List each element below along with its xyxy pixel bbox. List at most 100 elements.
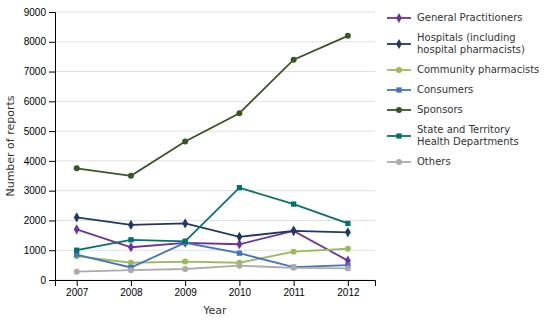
tick-mark <box>49 101 55 102</box>
point <box>74 212 80 222</box>
legend-marker <box>396 159 402 165</box>
series <box>74 212 351 242</box>
grid-line <box>55 131 375 132</box>
tick-label: 6000 <box>24 96 47 107</box>
grid-line <box>55 12 375 13</box>
tick-label: 2000 <box>24 215 47 226</box>
point <box>182 218 188 228</box>
point <box>236 232 242 242</box>
point <box>128 173 134 179</box>
plot: 2007 2008 2009 2010 2011 2012 0 1000 2000 3000 400… <box>24 7 376 298</box>
tick-mark <box>49 161 55 162</box>
tick: 2009 <box>175 280 198 298</box>
tick: 2012 <box>337 280 360 298</box>
y-axis: 0 1000 2000 3000 4000 5000 6000 7000 8000 9000 <box>24 7 56 286</box>
tick: 9000 <box>24 7 55 18</box>
point <box>236 263 242 269</box>
tick-label: 9000 <box>24 7 47 18</box>
grid-line <box>55 41 375 42</box>
tick-mark <box>49 72 55 73</box>
tick-label: 2010 <box>229 287 252 298</box>
legend-marker <box>396 67 402 73</box>
legend-item: Hospitals (includinghospital pharmacists… <box>387 32 525 55</box>
legend-label: Others <box>417 156 451 167</box>
tick-label: 2009 <box>175 287 198 298</box>
series-line <box>77 249 348 263</box>
point <box>291 226 297 236</box>
tick-mark <box>49 191 55 192</box>
point <box>74 224 80 234</box>
point <box>291 57 297 63</box>
tick: 2000 <box>24 215 55 226</box>
tick-label: 2012 <box>337 287 360 298</box>
series <box>74 240 350 270</box>
legend-marker <box>396 39 402 49</box>
y-axis-title: Number of reports <box>4 95 17 196</box>
point <box>345 246 351 252</box>
tick: 2007 <box>66 280 89 298</box>
point <box>345 227 351 237</box>
point <box>74 165 80 171</box>
series-line <box>77 243 348 268</box>
tick-mark <box>49 280 55 281</box>
point <box>291 249 297 255</box>
tick: 4000 <box>24 156 55 167</box>
point <box>74 269 80 275</box>
x-axis-title: Year <box>202 304 227 317</box>
tick: 1000 <box>24 245 55 256</box>
point <box>128 242 134 252</box>
chart: 2007 2008 2009 2010 2011 2012 0 1000 2000 3000 400… <box>0 0 550 320</box>
point <box>291 201 296 206</box>
tick-mark <box>49 42 55 43</box>
series <box>74 185 350 253</box>
tick: 8000 <box>24 36 55 47</box>
legend-label: Hospitals (includinghospital pharmacists… <box>417 32 525 55</box>
legend-item: Community pharmacists <box>387 64 539 75</box>
legend-marker <box>396 133 401 138</box>
grid-line <box>55 190 375 191</box>
legend-label: Community pharmacists <box>417 64 539 75</box>
tick-mark <box>185 280 186 286</box>
legend: General PractitionersHospitals (includin… <box>387 12 539 167</box>
legend-label: Consumers <box>417 84 473 95</box>
tick-mark <box>77 280 78 286</box>
tick-label: 2007 <box>66 287 89 298</box>
x-axis: 2007 2008 2009 2010 2011 2012 <box>56 280 376 298</box>
tick: 0 <box>40 275 55 286</box>
series-group <box>74 33 351 275</box>
grid <box>55 12 375 280</box>
tick-mark <box>131 280 132 286</box>
tick-label: 3000 <box>24 185 47 196</box>
tick-label: 1000 <box>24 245 47 256</box>
tick-label: 8000 <box>24 36 47 47</box>
tick: 2008 <box>120 280 143 298</box>
series-line <box>77 188 348 251</box>
series-line <box>77 36 348 176</box>
point <box>128 260 134 266</box>
axis-line <box>49 13 56 281</box>
tick-mark <box>49 12 55 13</box>
tick: 7000 <box>24 66 55 77</box>
tick-mark <box>49 250 55 251</box>
legend-label: State and TerritoryHealth Departments <box>417 124 519 147</box>
tick-label: 2011 <box>283 287 305 298</box>
legend-item: Others <box>387 156 451 167</box>
point <box>128 267 134 273</box>
point <box>237 185 242 190</box>
tick-mark <box>49 220 55 221</box>
axis-line <box>56 281 376 287</box>
tick-label: 4000 <box>24 156 47 167</box>
tick: 2011 <box>283 280 305 298</box>
point <box>345 33 351 39</box>
point <box>291 265 297 271</box>
tick-mark <box>294 280 295 286</box>
tick-label: 5000 <box>24 126 47 137</box>
point <box>183 239 188 244</box>
point <box>291 226 297 236</box>
tick-mark <box>348 280 349 286</box>
point <box>182 139 188 145</box>
tick-mark <box>49 131 55 132</box>
legend-item: State and TerritoryHealth Departments <box>387 124 519 147</box>
tick-mark <box>239 280 240 286</box>
point <box>345 265 351 271</box>
